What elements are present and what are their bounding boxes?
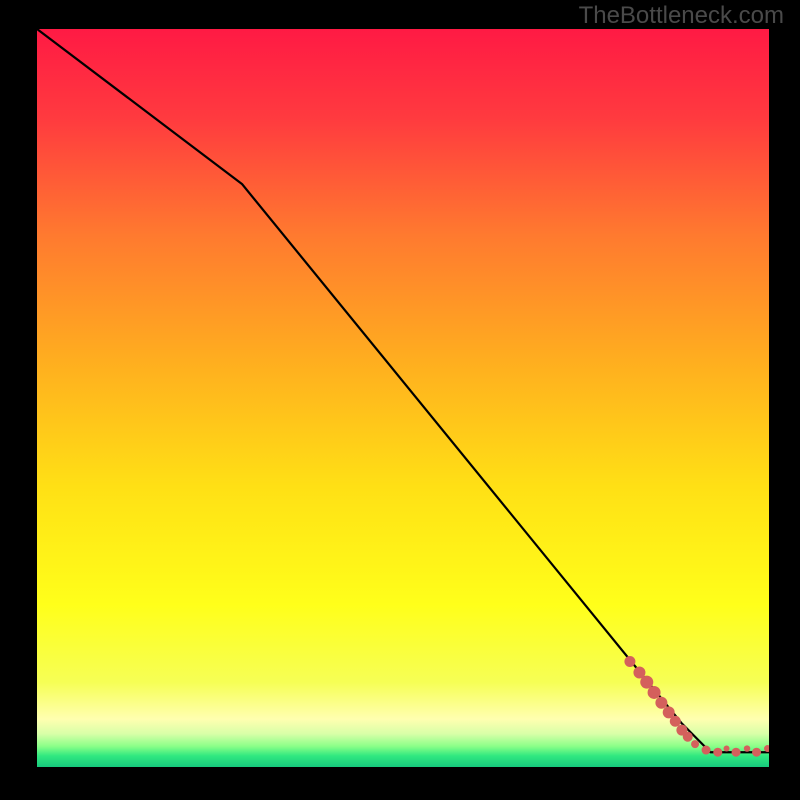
watermark-text: TheBottleneck.com (579, 2, 784, 30)
marker-point (655, 697, 667, 709)
marker-point (732, 748, 741, 757)
marker-point (724, 746, 730, 752)
marker-point (744, 745, 750, 751)
marker-point (648, 686, 661, 699)
marker-point (624, 656, 635, 667)
marker-point (713, 748, 722, 757)
marker-point (683, 732, 693, 742)
chart-plot-area (37, 29, 769, 767)
marker-point (752, 748, 761, 757)
marker-point (670, 716, 681, 727)
heatmap-gradient (37, 29, 769, 767)
chart-svg (37, 29, 769, 767)
marker-point (691, 740, 699, 748)
marker-point (702, 746, 711, 755)
